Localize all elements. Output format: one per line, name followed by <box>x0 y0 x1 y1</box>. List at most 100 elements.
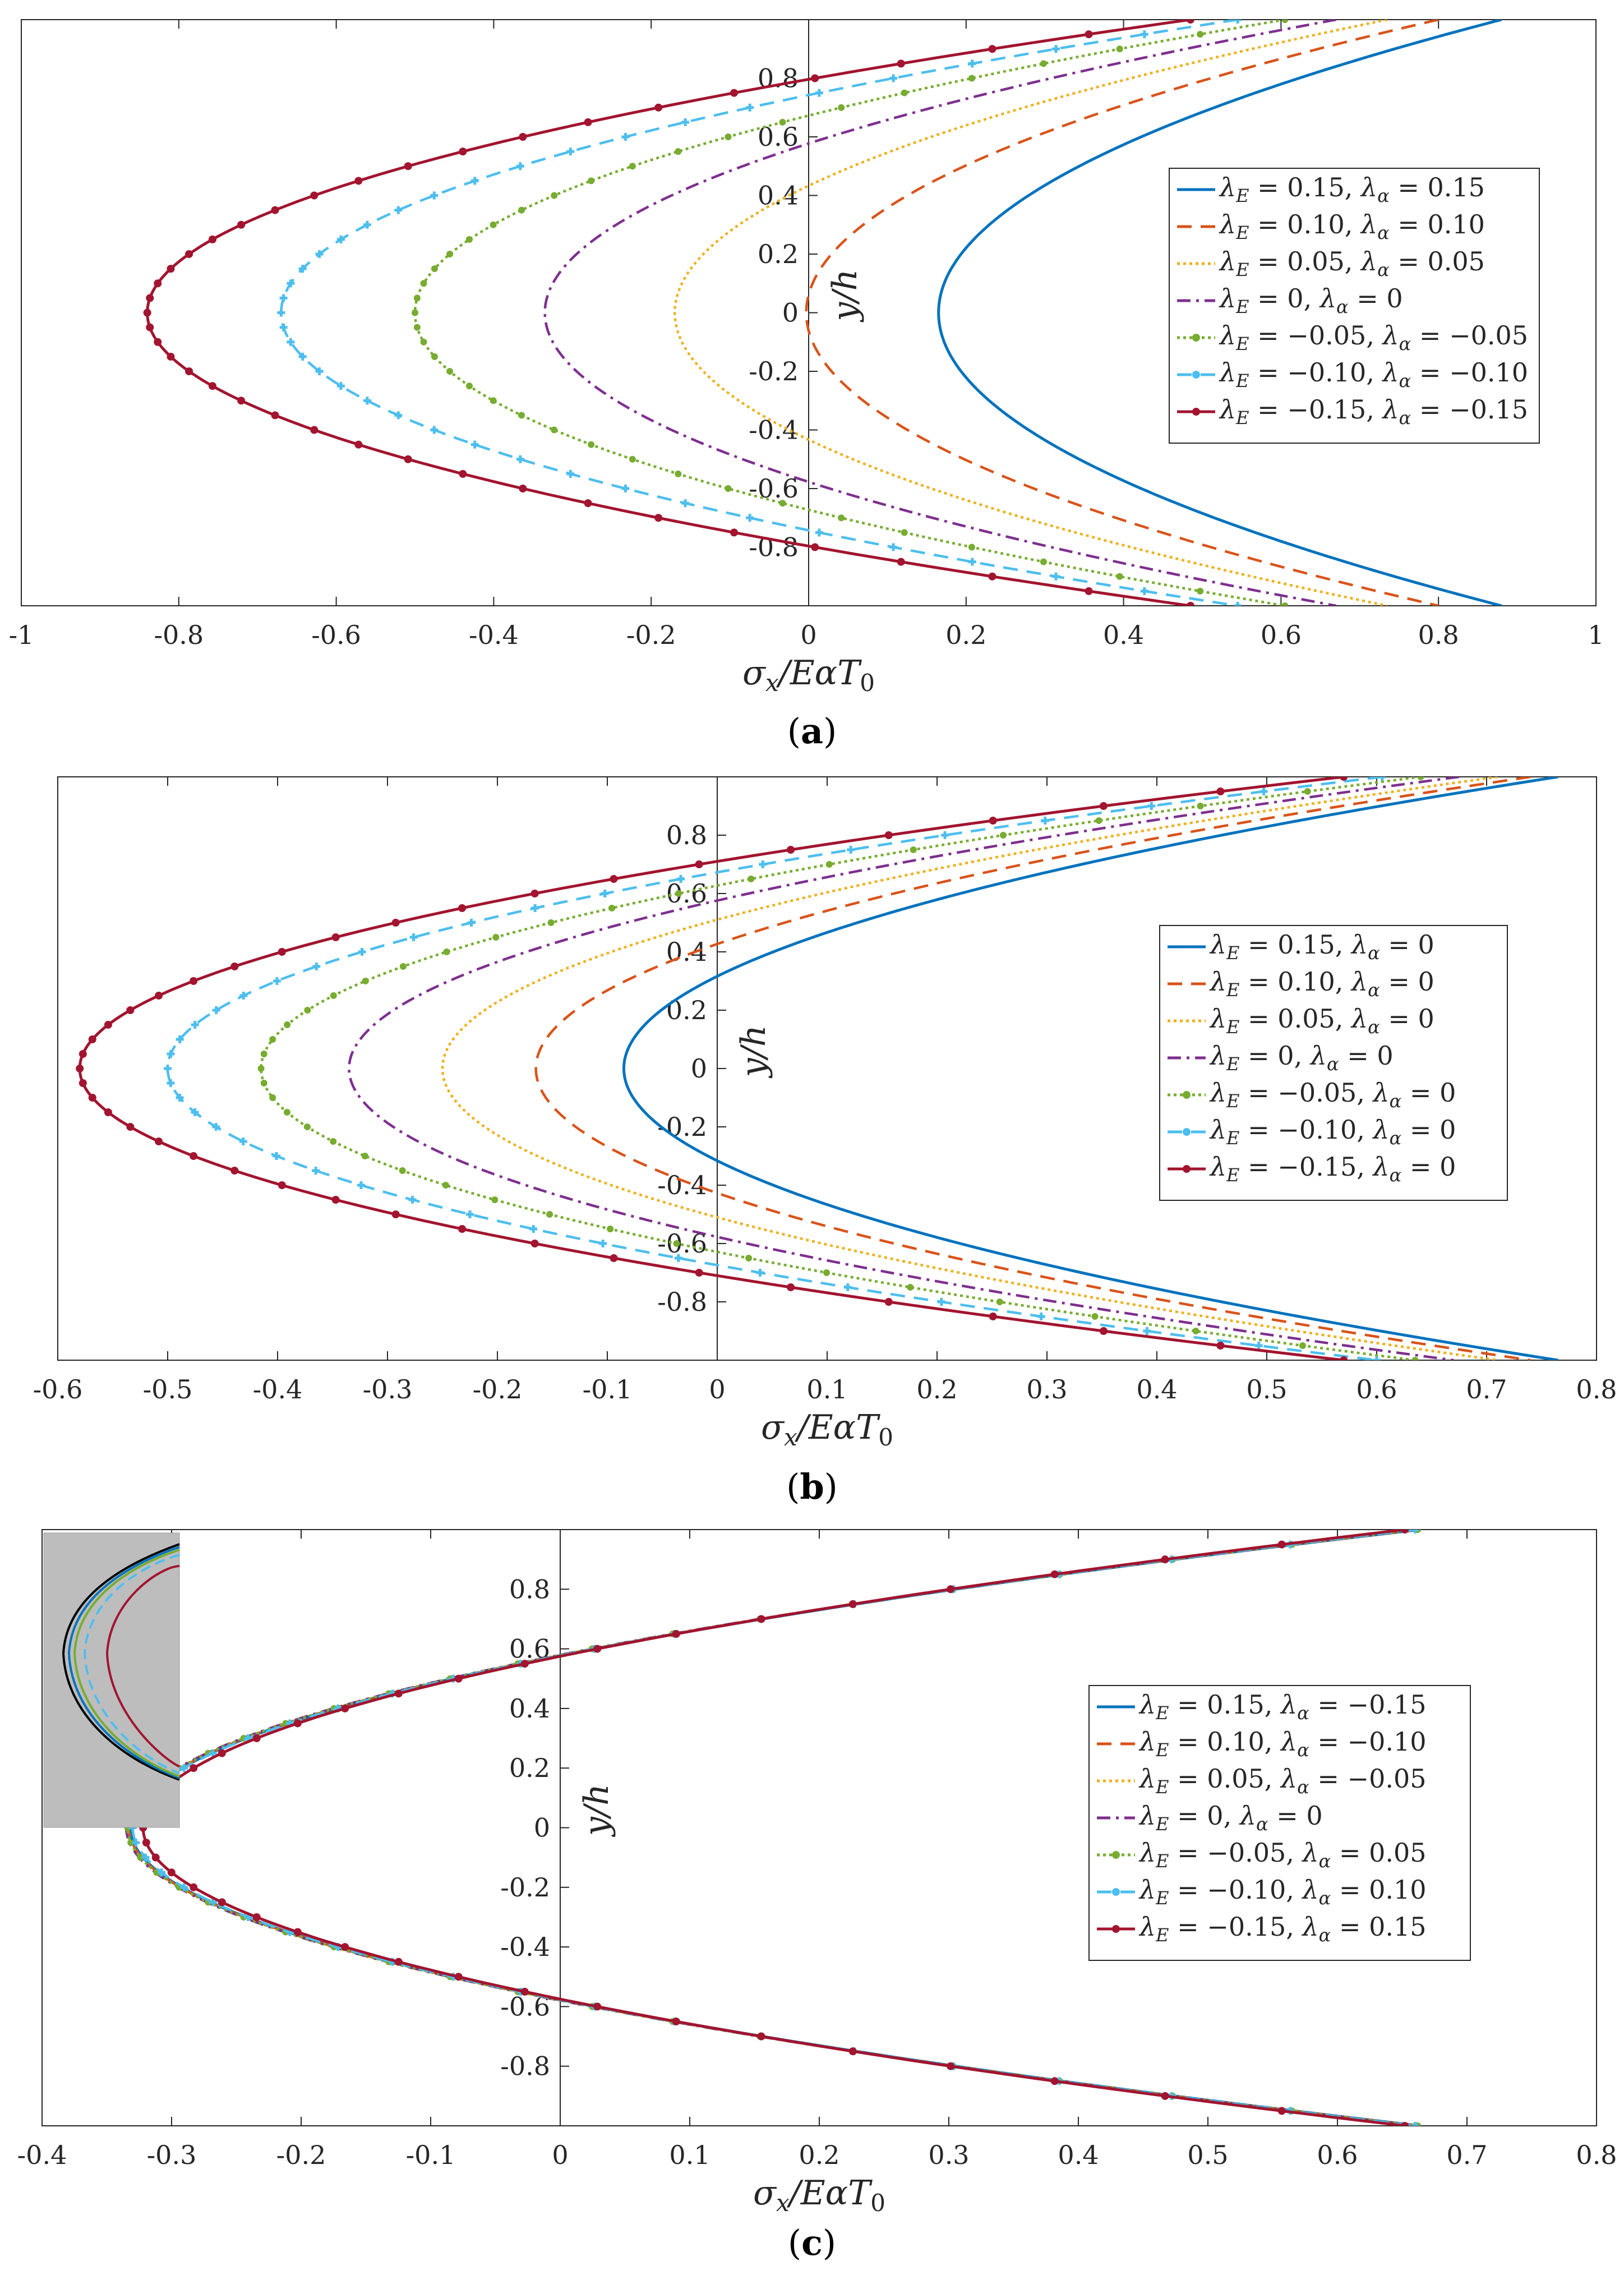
series-marker <box>815 89 823 97</box>
series-marker <box>848 1600 857 1608</box>
series-marker <box>284 1021 291 1028</box>
series-marker <box>167 352 175 361</box>
series-marker <box>413 294 421 302</box>
series-marker <box>127 1839 135 1846</box>
series-marker <box>394 206 403 214</box>
series-marker <box>363 397 371 405</box>
series-marker <box>1216 1342 1225 1350</box>
series-marker <box>610 1254 618 1262</box>
series-marker <box>304 1007 311 1014</box>
series-marker <box>518 412 525 419</box>
series-marker <box>164 1065 172 1072</box>
series-marker <box>191 1108 199 1116</box>
series-marker <box>1052 45 1060 53</box>
series-marker <box>142 1839 150 1847</box>
series-marker <box>1050 2077 1059 2085</box>
x-tick-label: -0.5 <box>143 1374 193 1405</box>
series-marker <box>1050 1570 1059 1578</box>
series-marker <box>1095 817 1102 824</box>
series-marker <box>1411 1357 1419 1360</box>
series-line-1 <box>937 20 1502 606</box>
series-marker <box>968 75 975 82</box>
panel-caption: (c) <box>788 2222 836 2263</box>
legend-box <box>1159 925 1508 1201</box>
series-marker <box>218 1898 226 1907</box>
series-marker <box>492 934 500 941</box>
series-marker <box>399 1167 406 1174</box>
series-marker <box>154 338 162 346</box>
series-marker <box>293 1719 302 1728</box>
x-tick-label: 0.6 <box>1261 620 1302 650</box>
series-marker <box>889 74 898 82</box>
series-marker <box>884 831 893 839</box>
y-tick-label: 0.4 <box>509 1693 550 1724</box>
series-marker <box>838 514 845 522</box>
series-marker <box>298 265 307 273</box>
series-marker <box>310 191 319 200</box>
legend-entry: λE = 0.10, λα = −0.10 <box>1138 1726 1427 1761</box>
x-tick-label: 0.2 <box>945 620 986 650</box>
series-marker <box>746 514 754 522</box>
series-marker <box>825 861 833 868</box>
series-marker <box>336 382 345 390</box>
series-marker <box>1116 573 1123 580</box>
x-tick-label: 0.7 <box>1446 2140 1487 2170</box>
series-marker <box>431 265 438 273</box>
series-marker <box>76 1065 84 1072</box>
series-marker <box>446 368 454 375</box>
series-marker <box>673 1240 680 1247</box>
series-marker <box>884 1298 893 1306</box>
y-tick-label: 0.2 <box>509 1753 550 1783</box>
series-marker <box>910 846 917 853</box>
series-marker <box>442 1182 449 1189</box>
series-marker <box>191 1021 199 1029</box>
legend-entry: λE = −0.15, λα = 0 <box>1209 1152 1456 1186</box>
series-marker <box>239 992 248 1000</box>
series-marker <box>208 235 216 243</box>
series-marker <box>516 455 524 463</box>
y-tick-label: 0 <box>534 1813 550 1843</box>
series-marker <box>730 89 739 97</box>
x-tick-label: -0.6 <box>33 1374 83 1405</box>
series-marker <box>470 177 479 185</box>
legend-entry: λE = −0.10, λα = 0 <box>1209 1115 1456 1149</box>
series-marker <box>530 1240 539 1247</box>
inset-curve <box>73 1549 180 1778</box>
y-tick-label: -0.6 <box>749 473 799 504</box>
series-marker <box>208 382 216 390</box>
series-marker <box>1304 788 1311 795</box>
series-marker <box>363 220 371 229</box>
series-marker <box>330 992 337 999</box>
series-marker <box>336 235 345 243</box>
panel-caption: (a) <box>787 711 837 752</box>
inset <box>43 1532 180 1828</box>
series-marker <box>180 1883 188 1891</box>
series-marker <box>230 963 239 970</box>
series-marker <box>531 904 539 912</box>
series-marker <box>968 544 975 551</box>
series-marker <box>490 221 497 228</box>
series-marker <box>1254 1342 1263 1350</box>
series-marker <box>1411 1530 1419 1534</box>
series-marker <box>132 1839 140 1847</box>
series-marker <box>607 1226 614 1232</box>
x-tick-label: 0.5 <box>1187 2140 1228 2170</box>
series-marker <box>1197 31 1204 38</box>
x-tick-label: -0.1 <box>406 2140 456 2170</box>
x-tick-label: 0.8 <box>1576 2140 1617 2170</box>
y-tick-label: 0.6 <box>666 878 707 909</box>
series-marker <box>190 977 198 985</box>
series-marker <box>546 1211 553 1218</box>
series-marker <box>968 59 976 68</box>
series-marker <box>104 1021 112 1029</box>
series-marker <box>1411 2122 1419 2126</box>
series-group <box>143 20 1502 606</box>
series-marker <box>1281 602 1289 606</box>
x-tick-label: 0.3 <box>1026 1374 1067 1405</box>
series-marker <box>430 191 439 200</box>
series-marker <box>629 455 636 463</box>
legend-entry: λE = −0.15, λα = 0.15 <box>1138 1912 1427 1946</box>
inset-curve <box>105 1565 180 1768</box>
series-line-3 <box>673 20 1388 606</box>
